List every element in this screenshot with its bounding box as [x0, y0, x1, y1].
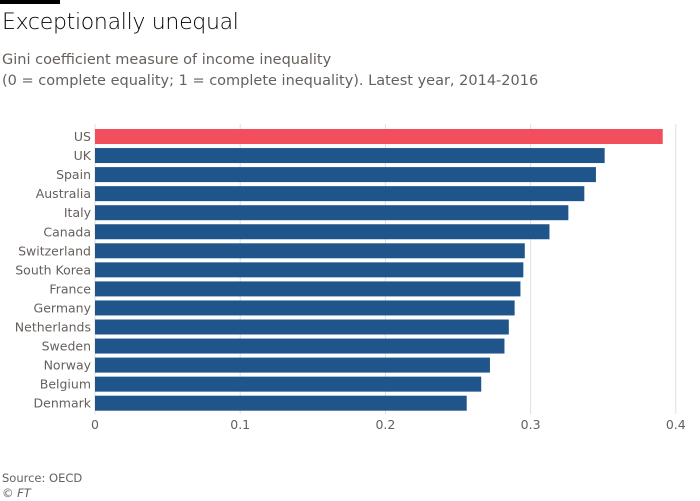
- bar-norway: [95, 357, 490, 373]
- chart-title: Exceptionally unequal: [2, 10, 239, 35]
- x-tick-label: 0.1: [230, 417, 250, 432]
- bar-belgium: [95, 376, 482, 392]
- bar-uk: [95, 148, 605, 164]
- category-label: US: [74, 129, 91, 144]
- category-label: Belgium: [40, 377, 91, 392]
- x-axis-ticks: 0 0.1 0.2 0.3 0.4: [91, 417, 686, 432]
- bar-australia: [95, 186, 585, 202]
- category-label: UK: [74, 148, 92, 163]
- subtitle-line-1: Gini coefficient measure of income inequ…: [2, 52, 332, 68]
- bar-spain: [95, 167, 596, 183]
- category-label: Italy: [64, 205, 92, 220]
- category-label: Norway: [44, 358, 92, 373]
- category-label: Netherlands: [15, 320, 91, 335]
- chart-subtitle: Gini coefficient measure of income inequ…: [2, 50, 538, 92]
- x-tick-label: 0: [91, 417, 99, 432]
- category-label: Denmark: [34, 396, 92, 411]
- bar-switzerland: [95, 243, 525, 259]
- x-tick-label: 0.4: [666, 417, 686, 432]
- bar-netherlands: [95, 319, 509, 335]
- bar-italy: [95, 205, 569, 221]
- bar-germany: [95, 300, 515, 316]
- category-label: France: [49, 281, 91, 296]
- subtitle-line-2: (0 = complete equality; 1 = complete ine…: [2, 73, 539, 89]
- source-note: Source: OECD: [2, 471, 83, 485]
- bar-denmark: [95, 395, 467, 411]
- bar-us: [95, 129, 663, 144]
- bar-south-korea: [95, 262, 524, 278]
- category-label: Spain: [56, 167, 91, 182]
- chart-footer: Source: OECD © FT: [2, 471, 82, 501]
- category-label: Switzerland: [18, 243, 91, 258]
- bar-sweden: [95, 338, 505, 354]
- category-label: Sweden: [42, 339, 91, 354]
- category-label: Canada: [43, 224, 91, 239]
- x-tick-label: 0.3: [521, 417, 541, 432]
- bars: [95, 129, 663, 411]
- copyright-credit: © FT: [2, 486, 31, 500]
- bar-canada: [95, 224, 550, 240]
- category-labels: US UK Spain Australia Italy Canada Switzerland…: [15, 129, 92, 411]
- bar-france: [95, 281, 521, 297]
- category-label: Germany: [34, 300, 92, 315]
- category-label: South Korea: [15, 262, 91, 277]
- x-tick-label: 0.2: [375, 417, 395, 432]
- category-label: Australia: [36, 186, 91, 201]
- ft-top-rule: [0, 0, 60, 4]
